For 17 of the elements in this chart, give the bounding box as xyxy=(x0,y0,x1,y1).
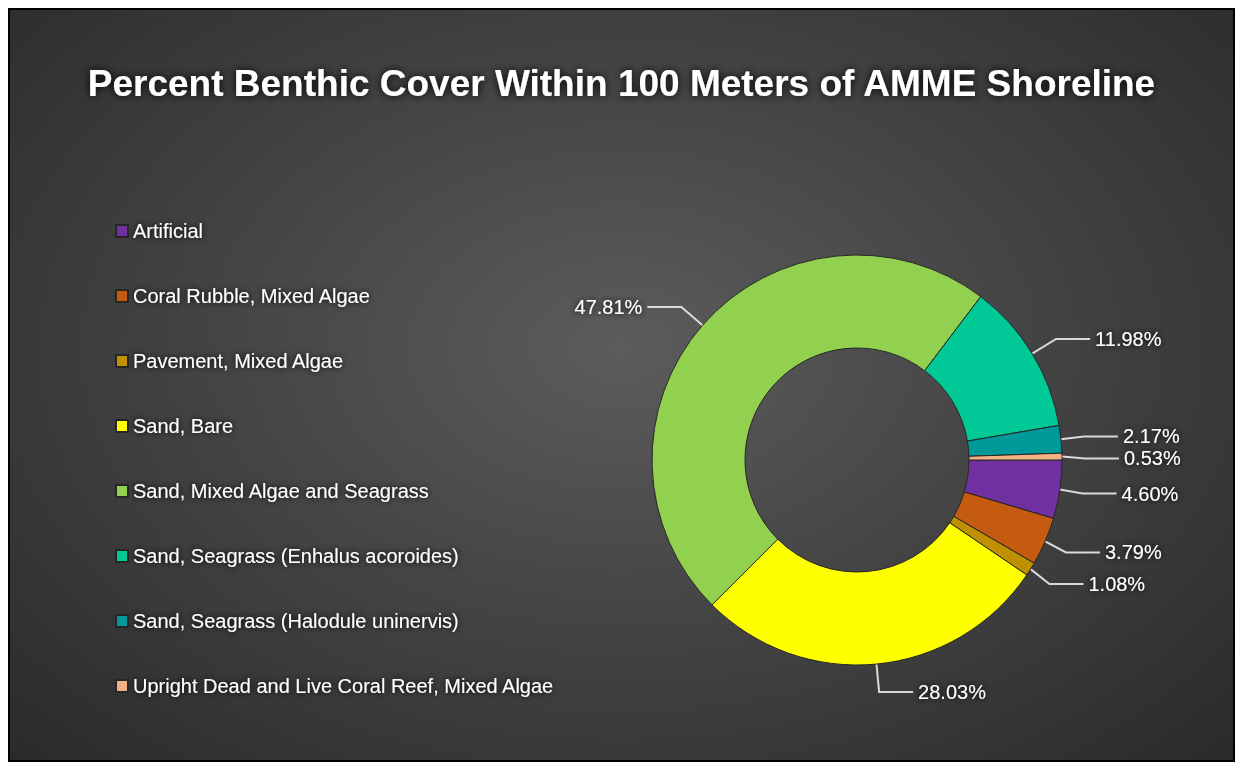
legend-label: Sand, Seagrass (Enhalus acoroides) xyxy=(133,545,459,567)
legend-label: Artificial xyxy=(133,220,204,242)
data-label: 11.98% xyxy=(1095,328,1162,350)
chart-title: Percent Benthic Cover Within 100 Meters of AMME Shoreline xyxy=(87,63,1156,104)
data-label: 4.60% xyxy=(1121,482,1179,505)
legend-label: Sand, Mixed Algae and Seagrass xyxy=(133,480,429,502)
data-label: 0.53% xyxy=(1124,447,1181,470)
data-label: 3.79% xyxy=(1104,541,1162,564)
data-label: 1.08% xyxy=(1088,572,1146,595)
data-label: 28.03% xyxy=(918,680,987,703)
data-label: 2.17% xyxy=(1122,425,1180,448)
legend-label: Sand, Bare xyxy=(133,415,234,437)
legend-label: Upright Dead and Live Coral Reef, Mixed Algae xyxy=(133,675,554,697)
data-label: 47.81% xyxy=(574,295,643,318)
legend-label: Pavement, Mixed Algae xyxy=(133,350,344,372)
legend-label: Coral Rubble, Mixed Algae xyxy=(133,285,370,307)
legend-label: Sand, Seagrass (Halodule uninervis) xyxy=(133,610,459,632)
